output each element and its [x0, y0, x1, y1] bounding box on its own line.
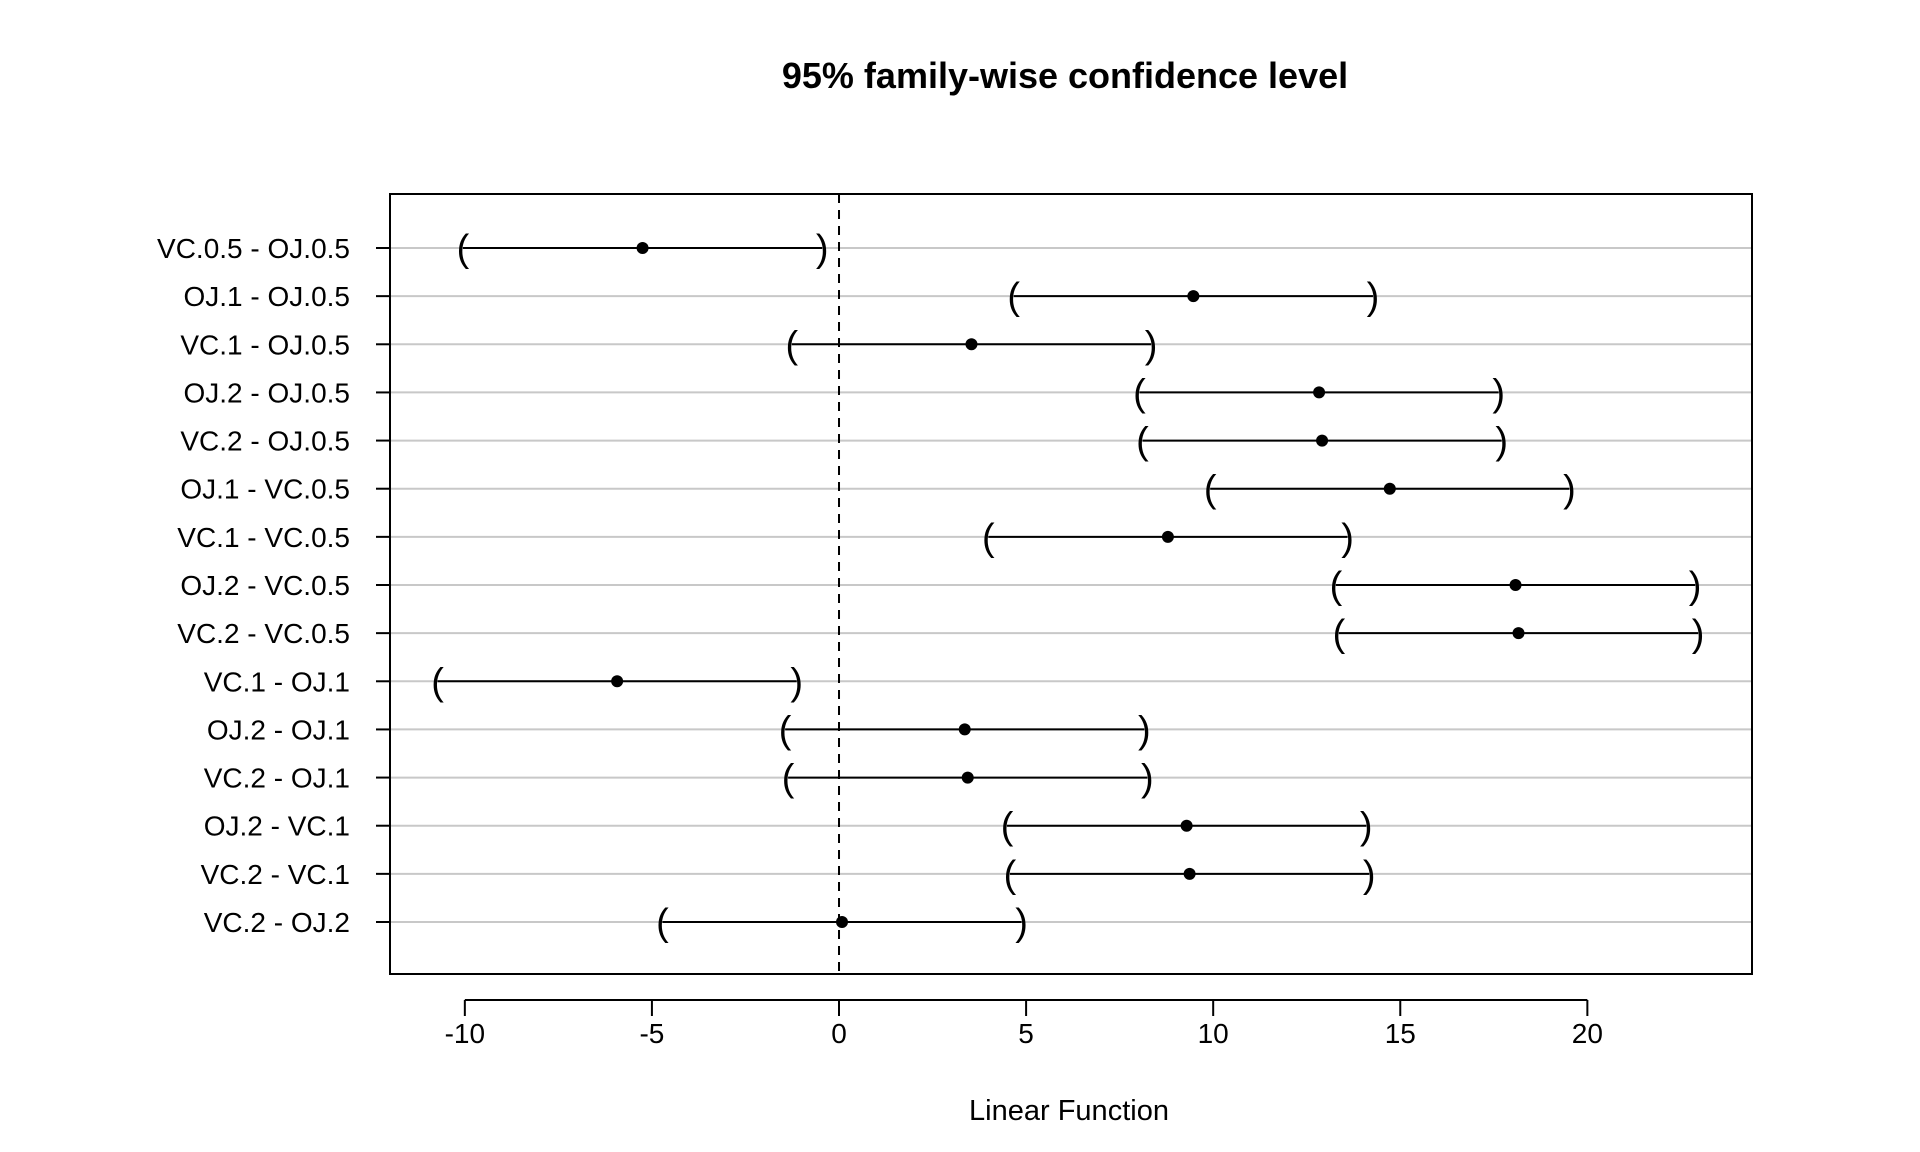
lower-bound-marker: (	[1133, 372, 1146, 414]
x-tick-label: 10	[1198, 1018, 1229, 1049]
lower-bound-marker: (	[779, 709, 792, 751]
y-tick-label: OJ.1 - OJ.0.5	[184, 281, 351, 312]
estimate-point	[1383, 482, 1396, 495]
y-tick-label: VC.2 - VC.0.5	[177, 618, 350, 649]
upper-bound-marker: )	[790, 661, 803, 703]
comparison-interval: ()	[1001, 806, 1373, 848]
upper-bound-marker: )	[1015, 902, 1028, 944]
lower-bound-marker: (	[1333, 613, 1346, 655]
lower-bound-marker: (	[1007, 276, 1020, 318]
lower-bound-marker: (	[431, 661, 444, 703]
lower-bound-marker: (	[1136, 421, 1149, 463]
estimate-point	[1509, 579, 1522, 591]
upper-bound-marker: )	[1367, 276, 1380, 318]
estimate-point	[1187, 290, 1200, 303]
y-tick-label: VC.2 - OJ.0.5	[180, 426, 350, 457]
lower-bound-marker: (	[786, 324, 799, 366]
comparison-interval: ()	[779, 709, 1151, 751]
estimate-point	[958, 723, 971, 736]
upper-bound-marker: )	[1145, 324, 1158, 366]
y-tick-label: VC.1 - VC.0.5	[177, 522, 350, 553]
comparison-interval: ()	[656, 902, 1028, 944]
x-tick-label: -5	[639, 1018, 664, 1049]
y-tick-label: OJ.2 - OJ.0.5	[184, 377, 351, 408]
upper-bound-marker: )	[1360, 806, 1373, 848]
upper-bound-marker: )	[1141, 758, 1154, 800]
x-tick-label: 5	[1018, 1018, 1034, 1049]
lower-bound-marker: (	[982, 517, 995, 559]
y-tick-label: OJ.2 - VC.0.5	[180, 570, 350, 601]
chart-title: 95% family-wise confidence level	[782, 55, 1348, 96]
x-axis-ticks: -10 -5 0 5 10 15 20	[445, 999, 1603, 1049]
upper-bound-marker: )	[816, 228, 829, 270]
comparison-interval: ()	[1204, 469, 1576, 511]
upper-bound-marker: )	[1138, 709, 1151, 751]
comparison-interval: ()	[431, 661, 803, 703]
comparison-interval: ()	[1136, 421, 1508, 463]
estimate-point	[1512, 627, 1525, 640]
lower-bound-marker: (	[782, 758, 795, 800]
x-tick-label: 20	[1572, 1018, 1603, 1049]
y-tick-label: OJ.2 - VC.1	[204, 811, 350, 842]
estimate-point	[965, 338, 978, 351]
comparison-interval: ()	[786, 324, 1158, 366]
estimate-point	[1180, 819, 1193, 832]
x-axis-label: Linear Function	[969, 1095, 1169, 1127]
lower-bound-marker: (	[656, 902, 669, 944]
x-tick-label: 15	[1385, 1018, 1416, 1049]
estimate-point	[611, 675, 624, 688]
comparison-interval: ()	[457, 228, 829, 270]
lower-bound-marker: (	[1204, 469, 1217, 511]
y-tick-label: OJ.1 - VC.0.5	[180, 474, 350, 505]
upper-bound-marker: )	[1563, 469, 1576, 511]
comparison-interval: ()	[1333, 613, 1705, 655]
lower-bound-marker: (	[457, 228, 470, 270]
lower-bound-marker: (	[1001, 806, 1014, 848]
y-tick-label: VC.1 - OJ.1	[204, 666, 350, 697]
lower-bound-marker: (	[1004, 854, 1017, 896]
upper-bound-marker: )	[1341, 517, 1354, 559]
comparison-interval: ()	[1330, 565, 1702, 607]
estimate-point	[1161, 530, 1174, 543]
y-tick-label: VC.2 - VC.1	[201, 859, 350, 890]
estimate-point	[836, 916, 849, 928]
comparison-interval: ()	[982, 517, 1354, 559]
estimate-point	[1183, 867, 1196, 880]
estimate-point	[961, 771, 974, 784]
upper-bound-marker: )	[1692, 613, 1705, 655]
comparison-interval: ()	[782, 758, 1154, 800]
confidence-intervals: ()()()()()()()()()()()()()()()	[431, 228, 1704, 944]
upper-bound-marker: )	[1689, 565, 1702, 607]
y-axis-ticks: VC.0.5 - OJ.0.5 OJ.1 - OJ.0.5 VC.1 - OJ.0.…	[157, 233, 390, 938]
comparison-interval: ()	[1007, 276, 1379, 318]
y-tick-label: VC.2 - OJ.2	[204, 907, 350, 938]
estimate-point	[636, 242, 649, 254]
lower-bound-marker: (	[1330, 565, 1343, 607]
y-tick-label: VC.2 - OJ.1	[204, 763, 350, 794]
estimate-point	[1316, 434, 1329, 447]
estimate-point	[1313, 386, 1326, 399]
upper-bound-marker: )	[1495, 421, 1508, 463]
upper-bound-marker: )	[1492, 372, 1505, 414]
upper-bound-marker: )	[1363, 854, 1376, 896]
comparison-interval: ()	[1133, 372, 1505, 414]
x-tick-label: 0	[831, 1018, 847, 1049]
y-tick-label: OJ.2 - OJ.1	[207, 714, 350, 745]
x-tick-label: -10	[445, 1018, 485, 1049]
y-tick-label: VC.0.5 - OJ.0.5	[157, 233, 350, 264]
y-tick-label: VC.1 - OJ.0.5	[180, 329, 350, 360]
comparison-interval: ()	[1004, 854, 1376, 896]
